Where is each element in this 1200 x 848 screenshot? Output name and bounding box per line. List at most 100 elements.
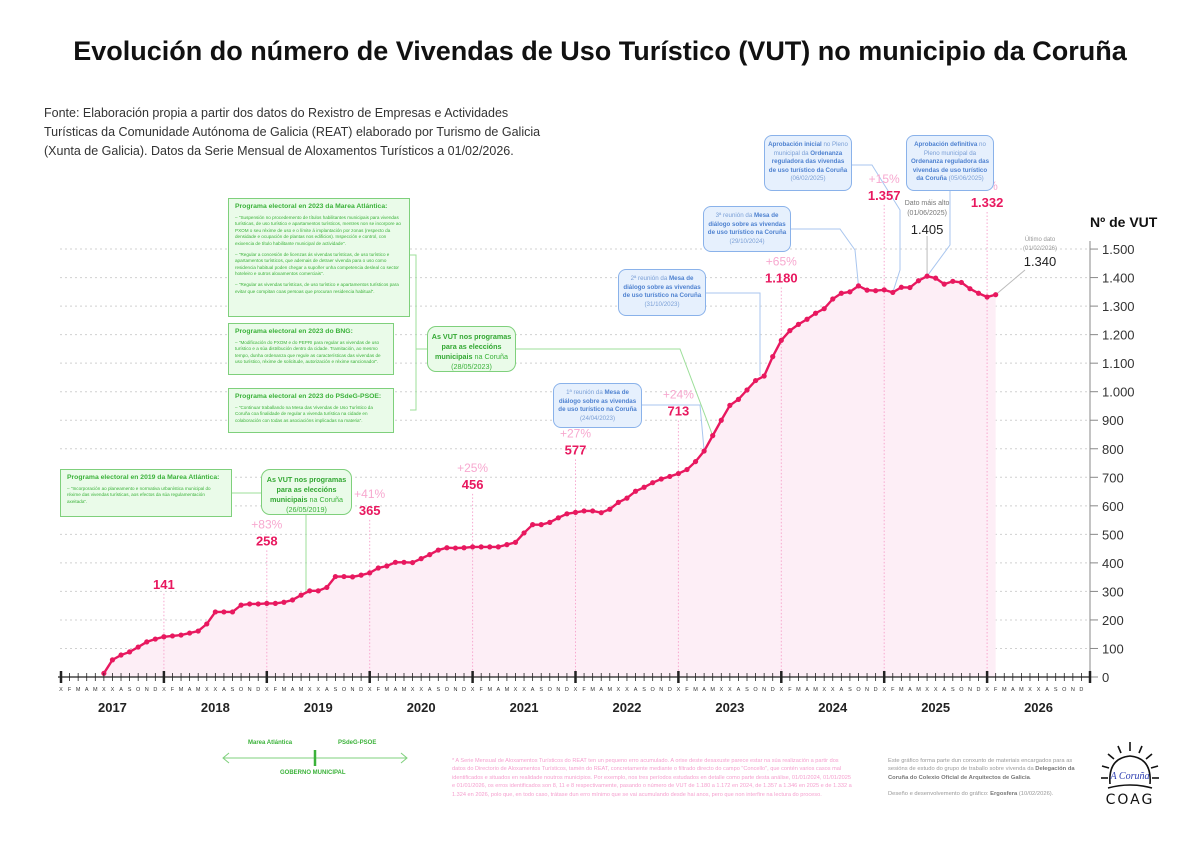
- data-point: [907, 284, 913, 291]
- month-label: M: [1002, 687, 1007, 693]
- event-aprobacion-inicial: Aprobación inicial no Pleno municipal da…: [764, 135, 852, 191]
- data-point: [281, 599, 287, 605]
- data-point: [212, 609, 218, 615]
- data-point: [735, 396, 742, 403]
- legend-left-label: Marea Atlántica: [248, 740, 293, 746]
- data-point: [692, 458, 699, 465]
- month-label: A: [222, 687, 226, 693]
- month-label: X: [265, 687, 269, 693]
- max-value: 1.405: [911, 222, 944, 237]
- month-label: A: [599, 687, 603, 693]
- year-label: 2026: [1024, 700, 1053, 715]
- month-label: X: [625, 687, 629, 693]
- y-tick-label: 1.000: [1102, 385, 1135, 400]
- program-heading: Programa electoral en 2019 da Marea Atlá…: [67, 474, 220, 481]
- month-label: M: [402, 687, 407, 693]
- month-label: N: [351, 687, 355, 693]
- month-label: M: [76, 687, 81, 693]
- data-point: [761, 373, 767, 379]
- program-marea-2023: Programa electoral en 2023 da Marea Atlá…: [228, 198, 410, 317]
- month-label: M: [916, 687, 921, 693]
- program-bracket: [410, 254, 417, 411]
- data-point: [847, 289, 853, 295]
- data-point: [710, 433, 716, 439]
- data-point: [272, 600, 278, 606]
- data-point: [598, 510, 604, 516]
- month-label: A: [325, 687, 329, 693]
- program-item: – "Continuar traballando na Mesa das Viv…: [235, 404, 373, 423]
- value-label: 258: [256, 533, 278, 548]
- month-label: A: [942, 687, 946, 693]
- program-item: – "Regular as vivendas turísticas, de us…: [235, 281, 399, 294]
- y-tick-label: 200: [1102, 613, 1124, 628]
- pct-change-label: +24%: [663, 388, 694, 402]
- month-label: A: [85, 687, 89, 693]
- data-point: [315, 588, 321, 594]
- event-mesa-2: 2ª reunión da Mesa de diálogo sobre as v…: [618, 269, 706, 316]
- month-label: X: [574, 687, 578, 693]
- data-point: [975, 290, 982, 296]
- chart-title: Evolución do número de Vivendas de Uso T…: [73, 36, 1127, 66]
- data-point: [418, 556, 424, 562]
- data-point: [555, 515, 561, 521]
- month-label: A: [805, 687, 809, 693]
- legend-right-label: PSdeG-PSOE: [338, 740, 377, 746]
- program-psoe-2023: Programa electoral en 2023 do PSdeG-PSOE…: [228, 388, 394, 433]
- program-item: – "Modificación do PXOM e do PEPRI para …: [235, 339, 381, 365]
- month-label: X: [831, 687, 835, 693]
- value-label: 365: [359, 503, 381, 518]
- data-point: [933, 275, 939, 281]
- year-label: 2020: [407, 700, 436, 715]
- value-label: 1.357: [868, 188, 901, 203]
- month-label: M: [590, 687, 595, 693]
- y-tick-label: 400: [1102, 556, 1124, 571]
- month-label: O: [856, 687, 861, 693]
- program-item: – "Incorporación ao planeamento e normat…: [67, 485, 211, 504]
- year-label: 2024: [818, 700, 848, 715]
- month-label: O: [548, 687, 553, 693]
- data-point: [615, 499, 621, 505]
- month-label: A: [839, 687, 843, 693]
- month-label: A: [1045, 687, 1049, 693]
- data-point: [127, 649, 133, 655]
- y-tick-label: 1.400: [1102, 271, 1135, 286]
- month-label: M: [899, 687, 904, 693]
- month-label: M: [813, 687, 818, 693]
- program-heading: Programa electoral en 2023 do BNG:: [235, 328, 353, 335]
- data-point: [881, 287, 887, 293]
- month-label: A: [634, 687, 638, 693]
- month-label: M: [693, 687, 698, 693]
- month-label: X: [59, 687, 63, 693]
- government-legend: [222, 750, 408, 766]
- event-mesa-1: 1ª reunión da Mesa de diálogo sobre as v…: [553, 383, 642, 428]
- data-point: [572, 509, 579, 515]
- data-point: [264, 600, 270, 606]
- month-label: M: [608, 687, 613, 693]
- data-point: [821, 306, 827, 312]
- data-point: [255, 601, 261, 607]
- data-point: [890, 289, 896, 296]
- data-point: [950, 278, 956, 284]
- month-label: X: [934, 687, 938, 693]
- data-point: [512, 539, 519, 545]
- year-label: 2018: [201, 700, 230, 715]
- month-label: O: [651, 687, 656, 693]
- footnote: * A Serie Mensual de Aloxamentos Turísti…: [452, 758, 852, 798]
- month-label: M: [282, 687, 287, 693]
- value-label: 456: [462, 477, 484, 492]
- data-point: [993, 292, 999, 298]
- data-point: [538, 522, 544, 528]
- data-point: [444, 545, 450, 551]
- month-label: S: [231, 687, 235, 693]
- month-label: X: [985, 687, 989, 693]
- data-point: [744, 387, 750, 393]
- data-point: [349, 574, 356, 580]
- month-label: O: [445, 687, 450, 693]
- month-label: X: [419, 687, 423, 693]
- month-label: A: [531, 687, 535, 693]
- y-tick-label: 1.200: [1102, 328, 1135, 343]
- data-point: [684, 466, 690, 473]
- data-point: [727, 402, 733, 408]
- credits: Este gráfico forma parte dun conxunto de…: [888, 758, 1075, 798]
- pct-change-label: +15%: [869, 172, 900, 186]
